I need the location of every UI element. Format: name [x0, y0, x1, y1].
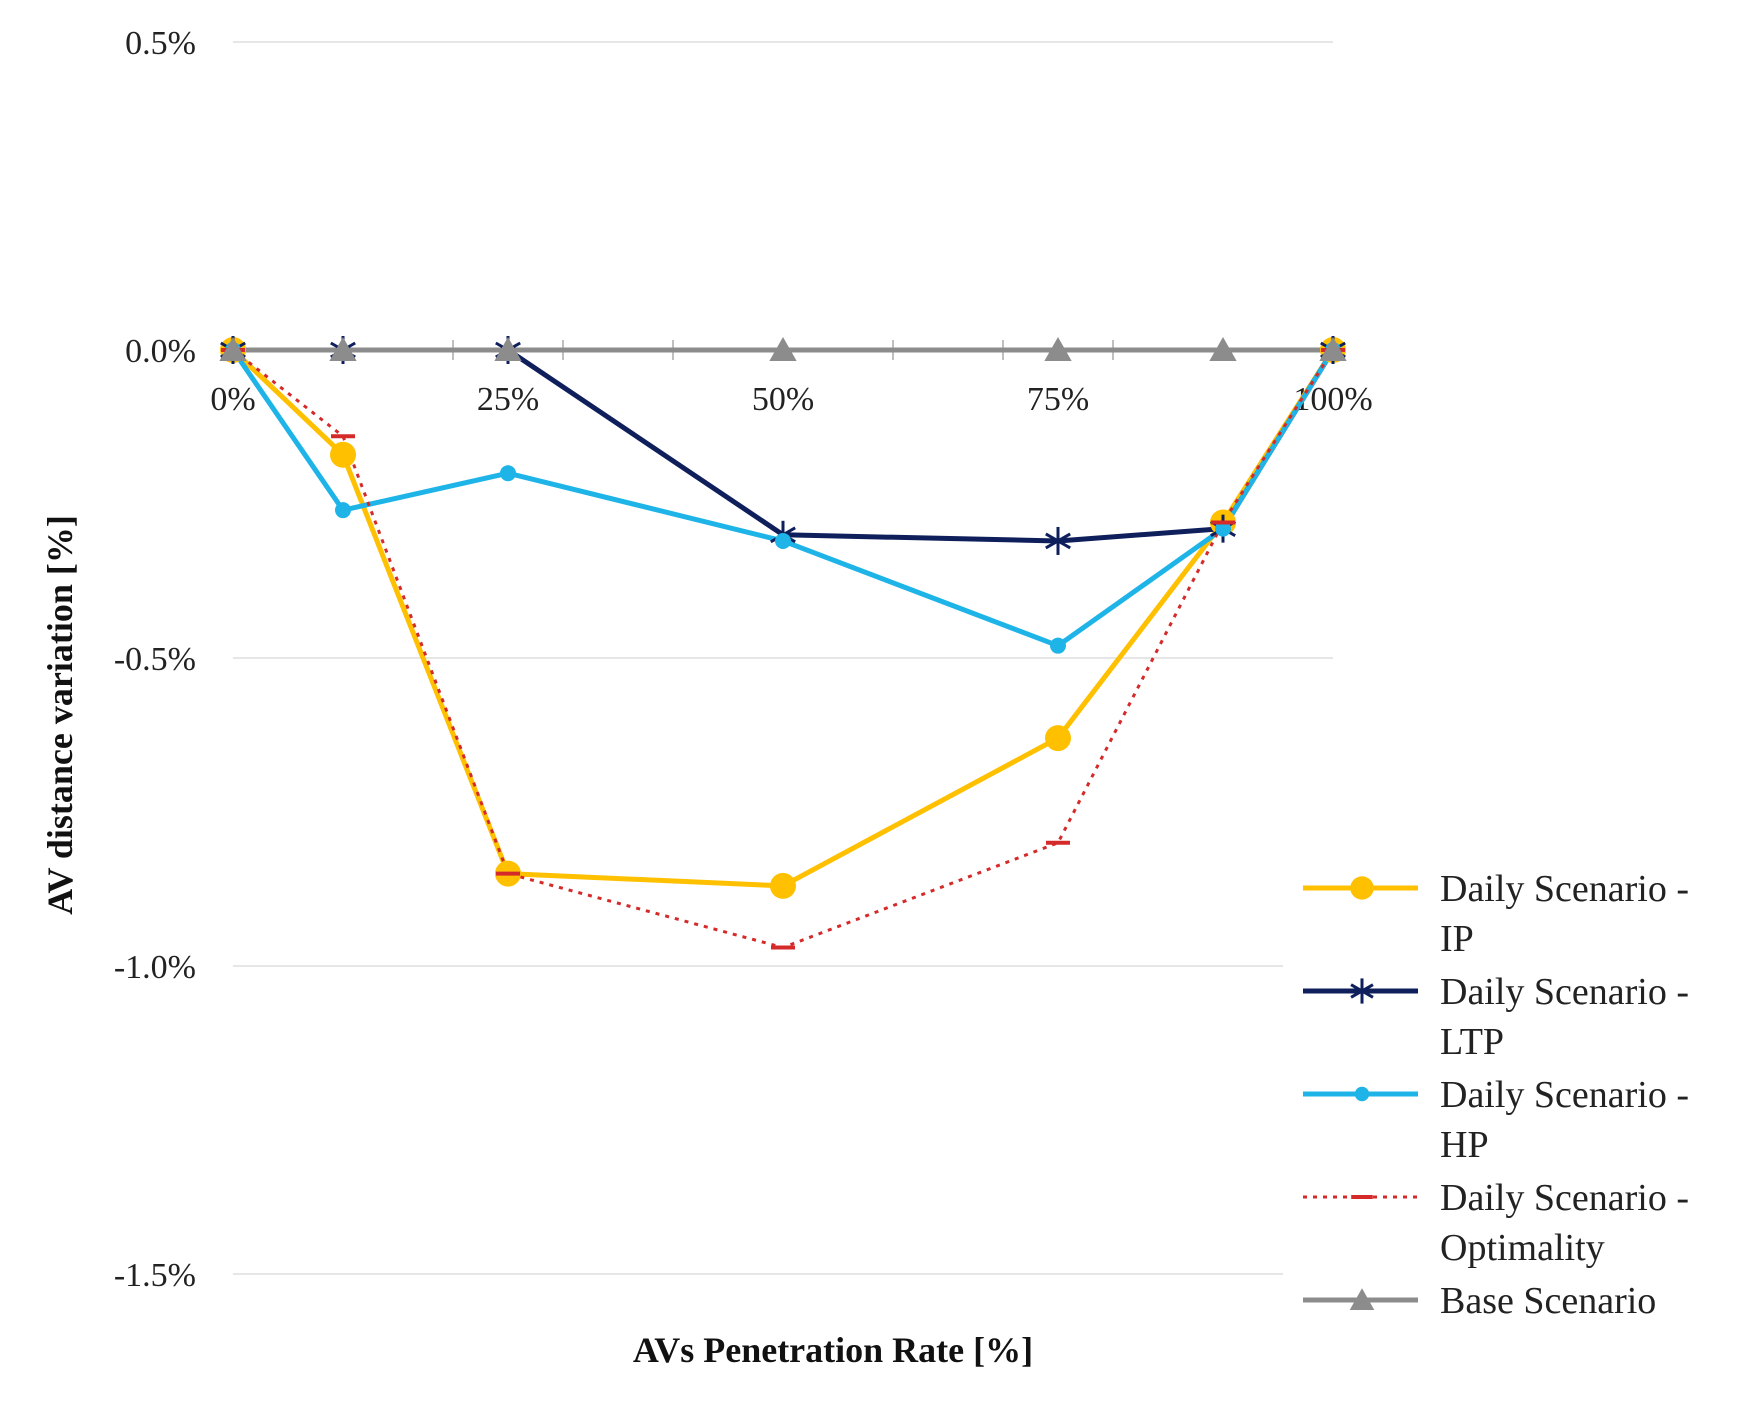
legend-entry: Daily Scenario - LTP — [1303, 971, 1689, 1063]
y-axis-title: AV distance variation [%] — [40, 515, 80, 915]
data-point — [1319, 337, 1347, 362]
legend-label: LTP — [1440, 1021, 1504, 1063]
y-tick-label: -0.5% — [114, 641, 196, 678]
legend-entry: Daily Scenario - HP — [1303, 1074, 1689, 1166]
legend-label: Daily Scenario - — [1440, 971, 1689, 1013]
series-line — [232, 348, 1335, 950]
data-point — [335, 502, 351, 519]
x-axis-title: AVs Penetration Rate [%] — [633, 1330, 1033, 1370]
series-line — [233, 347, 1336, 544]
gridlines — [233, 41, 1333, 1275]
y-tick-labels: 0.5% 0.0% -0.5% -1.0% -1.5% — [114, 25, 196, 1294]
data-point — [329, 337, 357, 362]
series-lines — [230, 347, 1336, 950]
x-tick-label: 25% — [477, 381, 539, 418]
legend-label: Daily Scenario - — [1440, 868, 1689, 910]
data-point — [219, 337, 247, 362]
data-point — [494, 337, 522, 362]
legend-label: Base Scenario — [1440, 1280, 1656, 1322]
x-tick-labels: 0% 25% 50% 75% 100% — [210, 381, 1372, 418]
data-point — [330, 441, 356, 468]
x-tick-label: 50% — [752, 381, 814, 418]
legend-entry: Daily Scenario - IP — [1303, 868, 1689, 960]
data-point — [1045, 526, 1071, 555]
legend-entry: Daily Scenario - Optimality — [1303, 1177, 1689, 1269]
data-point — [769, 337, 797, 362]
series-markers — [219, 336, 1347, 950]
legend-label: Daily Scenario - — [1440, 1074, 1689, 1116]
data-point — [1209, 337, 1237, 362]
data-point — [1354, 1086, 1370, 1102]
legend-label: Daily Scenario - — [1440, 1177, 1689, 1219]
legend-label: HP — [1440, 1124, 1489, 1166]
data-point — [1350, 978, 1374, 1004]
data-point — [1050, 637, 1066, 654]
y-tick-label: 0.0% — [125, 333, 196, 370]
series-line — [231, 348, 1336, 889]
data-point — [1045, 725, 1071, 752]
y-tick-label: -1.0% — [114, 949, 196, 986]
legend-entry: Base Scenario — [1303, 1280, 1656, 1322]
data-point — [775, 532, 791, 549]
x-tick-label: 75% — [1027, 381, 1089, 418]
y-tick-label: 0.5% — [125, 25, 196, 62]
x-tick-label: 0% — [210, 381, 255, 418]
data-point — [1350, 876, 1374, 900]
data-point — [1044, 337, 1072, 362]
y-tick-label: -1.5% — [114, 1257, 196, 1294]
data-point — [1215, 520, 1231, 537]
data-point — [770, 872, 796, 899]
data-point — [500, 465, 516, 482]
legend-label: IP — [1440, 918, 1474, 960]
legend-label: Optimality — [1440, 1227, 1605, 1269]
data-point — [1349, 1288, 1375, 1310]
